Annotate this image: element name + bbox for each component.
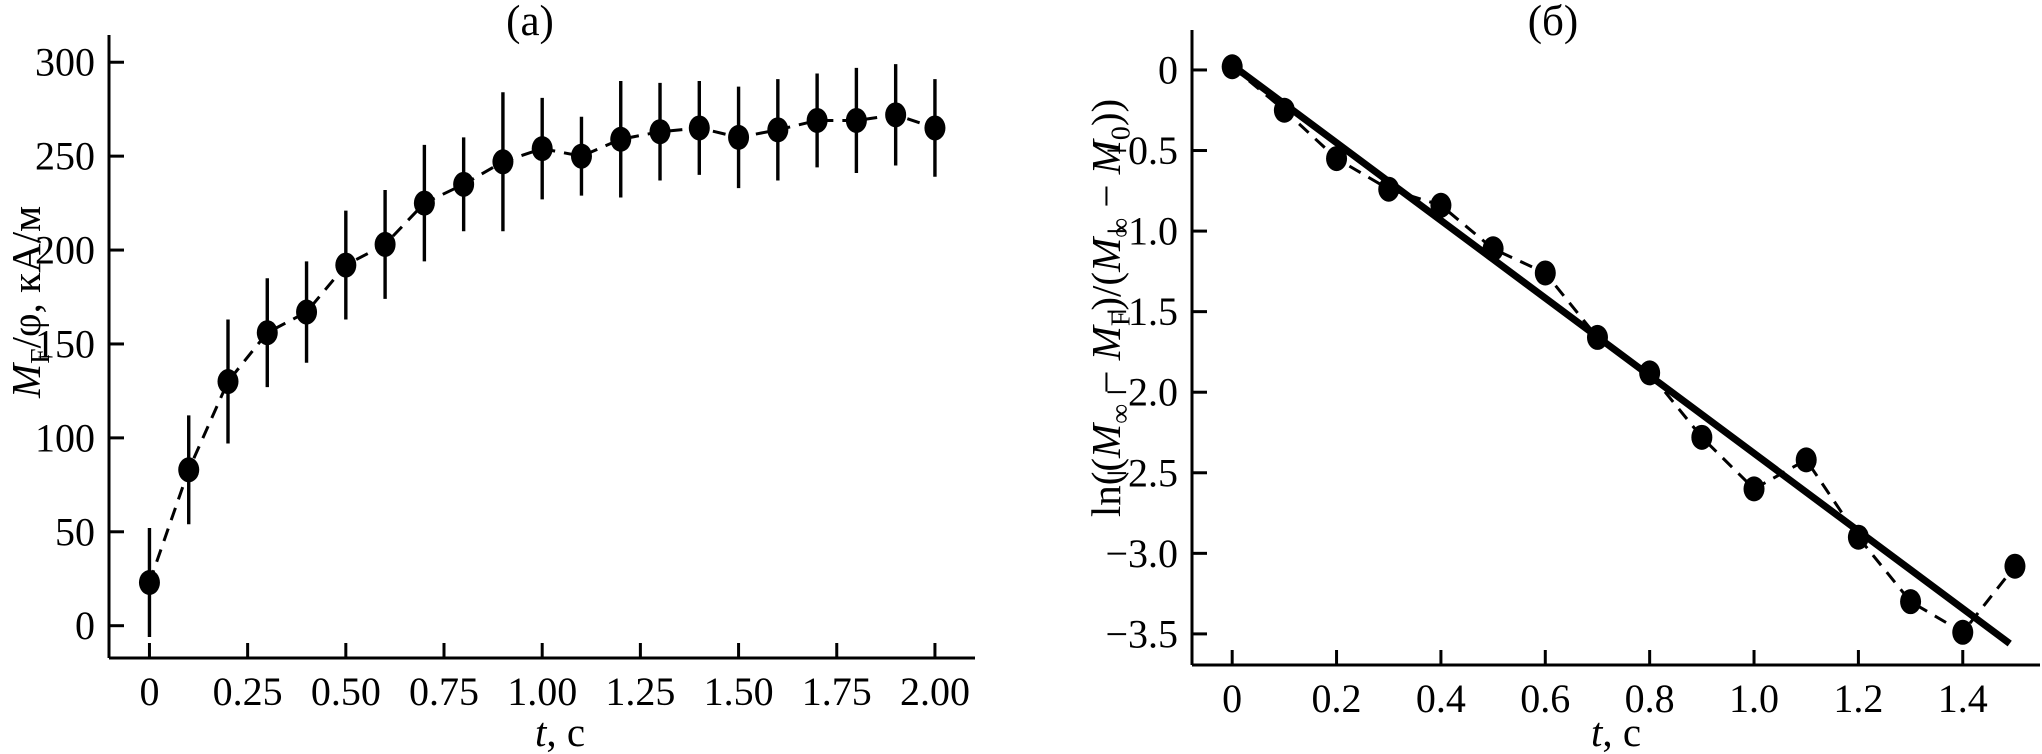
panel-a-title: (a)	[506, 0, 554, 45]
panel-b-data-point	[1900, 589, 1922, 615]
panel-a-y-tick-label: 50	[55, 509, 95, 554]
panel-b-data-point	[1482, 236, 1504, 262]
panel-b-data-point	[1273, 97, 1295, 123]
panel-b-data-point	[1639, 360, 1661, 386]
panel-b-data-point	[2004, 553, 2026, 579]
panel-a-data-line	[148, 113, 936, 583]
panel-a-data-point	[924, 115, 946, 141]
panel-a-data-point	[217, 369, 239, 395]
panel-b-y-tick-label: −0.5	[1105, 128, 1178, 173]
panel-b-x-tick-label: 0.8	[1625, 676, 1675, 721]
panel-b-data-point	[1326, 146, 1348, 172]
panel-b-x-tick-label: 0.4	[1416, 676, 1466, 721]
panel-a-x-tick-label: 0.75	[409, 669, 479, 714]
panel-a-data-point	[885, 102, 907, 128]
panel-a-y-tick-label: 100	[35, 415, 95, 460]
panel-b-data-point	[1430, 192, 1452, 218]
panel-a-data-point	[806, 107, 828, 133]
panel-b-data-point	[1586, 324, 1608, 350]
panel-a-y-tick-label: 150	[35, 321, 95, 366]
panel-a-yaxis-label: MF/φ, кА/м	[3, 205, 57, 399]
panel-b-y-tick-label: −2.0	[1105, 370, 1178, 415]
panel-a-plot: 0 50 100 150 200 250 300 0 0.25 0.50 0.75 1.00 1.25 1…	[35, 35, 975, 714]
panel-b-fit-line	[1230, 62, 2012, 647]
panel-a-data-point	[688, 115, 710, 141]
panel-a-x-tick-label: 1.25	[605, 669, 675, 714]
panel-b-y-tick-label: −1.5	[1105, 289, 1178, 334]
panel-a-x-tick-label: 1.00	[507, 669, 577, 714]
panel-b-x-tick-label: 1.4	[1938, 676, 1988, 721]
panel-b-title: (б)	[1527, 0, 1579, 45]
panel-a-data-point	[492, 149, 514, 175]
panel-b-data-point	[1691, 424, 1713, 450]
panel-b-data-point	[1221, 54, 1243, 80]
panel-b-data-point	[1795, 447, 1817, 473]
panel-b-x-tick-label: 0.6	[1520, 676, 1570, 721]
panel-a-data-point	[649, 119, 671, 145]
panel-a-x-tick-label: 0.50	[311, 669, 381, 714]
panel-a-data-point	[531, 136, 553, 162]
panel-a-data-point	[845, 107, 867, 133]
panel-b-plot: 0 −0.5 −1.0 −1.5 −2.0 −2.5 −3.0 −3.5 0 0.2 0.4 0.6 0…	[1105, 30, 2040, 721]
panel-a-data-point	[728, 124, 750, 150]
panel-a-y-tick-label: 0	[75, 603, 95, 648]
panel-a-data-point	[256, 320, 278, 346]
panel-b-data-point	[1378, 176, 1400, 202]
panel-a-data-point	[413, 190, 435, 216]
panel-b-x-tick-label: 1.0	[1729, 676, 1779, 721]
panel-a-x-tick-label: 0.25	[213, 669, 283, 714]
panel-b-x-tick-label: 0	[1222, 676, 1242, 721]
panel-a-data-point	[374, 231, 396, 257]
panel-b-y-tick-label: −3.5	[1105, 611, 1178, 656]
panel-b-x-tick-label: 0.2	[1312, 676, 1362, 721]
panel-a-y-tick-label: 200	[35, 228, 95, 273]
panel-a-x-tick-label: 2.00	[900, 669, 970, 714]
panel-b-y-tick-label: −2.5	[1105, 450, 1178, 495]
panel-b-data-point	[1743, 476, 1765, 502]
panel-b-y-tick-label: 0	[1158, 47, 1178, 92]
panel-b-data-point	[1952, 619, 1974, 645]
panel-b-y-tick-label: −3.0	[1105, 531, 1178, 576]
panel-a-y-tick-label: 250	[35, 134, 95, 179]
panel-b-yaxis-label: ln((M∞ − MF)/(M∞ − M0))	[1083, 98, 1137, 518]
panel-b-xaxis-label: t, с	[1590, 709, 1642, 754]
panel-a-data-point	[453, 171, 475, 197]
panel-a-x-tick-label: 1.50	[704, 669, 774, 714]
panel-a-data-point	[767, 117, 789, 143]
panel-b-x-tick-label: 1.2	[1833, 676, 1883, 721]
panel-a-x-tick-label: 0	[139, 669, 159, 714]
panel-a-y-tick-label: 300	[35, 40, 95, 85]
panel-a-xaxis-label: t, с	[534, 709, 586, 754]
panel-a-data-point	[610, 126, 632, 152]
panel-a-data-point	[296, 299, 318, 325]
panel-a-data-point	[178, 457, 200, 483]
panel-a-data-point	[570, 143, 592, 169]
panel-a-x-tick-label: 1.75	[802, 669, 872, 714]
panel-b-data-point	[1847, 524, 1869, 550]
panel-a-data-point	[335, 252, 357, 278]
panel-b-y-tick-label: −1.0	[1105, 209, 1178, 254]
panel-b-data-point	[1534, 260, 1556, 286]
panel-a-data-point	[138, 569, 160, 595]
